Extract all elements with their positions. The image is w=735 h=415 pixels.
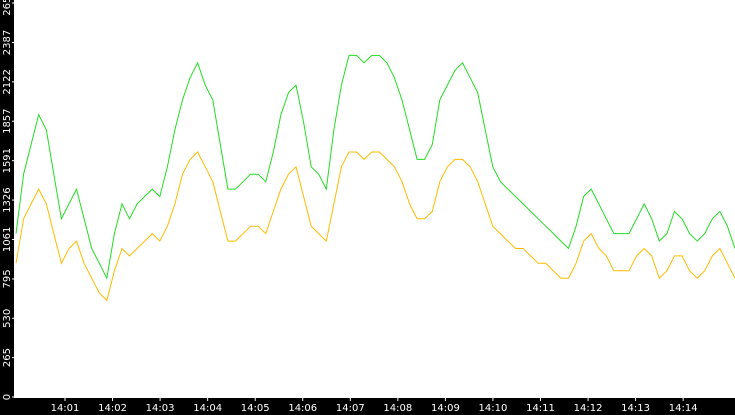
x-tick-label: 14:12 (574, 403, 603, 414)
y-tick-label: 1857 (2, 108, 13, 133)
x-tick-label: 14:09 (431, 403, 460, 414)
x-tick-label: 14:14 (669, 403, 698, 414)
x-tick-label: 14:04 (193, 403, 222, 414)
y-tick-label: 0 (2, 394, 13, 400)
x-tick-label: 14:11 (526, 403, 555, 414)
y-tick-label: 1061 (2, 227, 13, 252)
y-tick-label: 795 (2, 269, 13, 288)
x-tick-label: 14:13 (621, 403, 650, 414)
y-tick-label: 2387 (2, 30, 13, 55)
x-axis-ticks: 14:01 14:02 14:03 14:04 14:05 14:06 14:07 14:08… (51, 397, 698, 414)
y-axis-ticks: 0 265 530 795 1061 1326 1591 1857 2122 2387 2653 (2, 0, 16, 400)
x-tick-label: 14:07 (336, 403, 365, 414)
y-tick-label: 2653 (2, 0, 13, 16)
x-tick-label: 14:03 (146, 403, 175, 414)
y-tick-label: 265 (2, 348, 13, 367)
x-axis-band (0, 398, 735, 415)
x-tick-label: 14:10 (479, 403, 508, 414)
y-tick-label: 1326 (2, 187, 13, 212)
series-line-2 (15, 151, 735, 302)
x-tick-label: 14:02 (98, 403, 127, 414)
y-tick-label: 2122 (2, 69, 13, 94)
x-tick-label: 14:06 (288, 403, 317, 414)
series-line-1 (15, 54, 735, 280)
x-tick-label: 14:08 (383, 403, 412, 414)
y-tick-label: 1591 (2, 148, 13, 173)
y-tick-label: 530 (2, 309, 13, 328)
series-layer (15, 54, 735, 302)
y-axis-band (0, 0, 14, 398)
x-tick-label: 14:05 (241, 403, 270, 414)
x-tick-label: 14:01 (51, 403, 80, 414)
